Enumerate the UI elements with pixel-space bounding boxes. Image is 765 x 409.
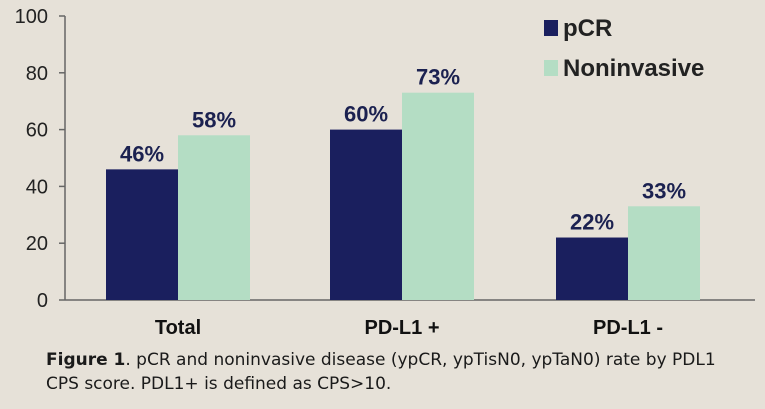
data-label: 46% xyxy=(120,141,164,166)
legend-label: pCR xyxy=(563,15,612,42)
legend-swatch xyxy=(544,20,558,36)
bar-noninvasive-0 xyxy=(178,135,250,300)
bar-noninvasive-2 xyxy=(628,206,700,300)
bar-chart: 0 20 40 60 80 100 46% 58% Total 60% 73% PD-L1 + 22%… xyxy=(15,6,755,339)
bar-noninvasive-1 xyxy=(402,92,474,301)
caption-label: Figure 1 xyxy=(46,350,126,370)
category-label: PD-L1 + xyxy=(364,317,439,339)
chart-legend: pCR Noninvasive xyxy=(544,15,704,82)
legend-label: Noninvasive xyxy=(563,55,704,82)
figure-caption: Figure 1. pCR and noninvasive disease (y… xyxy=(46,348,746,396)
y-tick-label: 60 xyxy=(26,120,48,142)
legend-swatch xyxy=(544,60,558,76)
data-label: 22% xyxy=(570,210,614,235)
chart-labels: 46% 58% Total 60% 73% PD-L1 + 22% 33% PD-L1 - xyxy=(120,65,686,339)
bar-pcr-2 xyxy=(556,237,628,300)
bar-pcr-1 xyxy=(330,129,402,300)
caption-text: . pCR and noninvasive disease (ypCR, ypT… xyxy=(46,350,716,394)
category-label: PD-L1 - xyxy=(593,317,663,339)
data-label: 58% xyxy=(192,107,236,132)
y-tick-label: 40 xyxy=(26,176,48,198)
data-label: 73% xyxy=(416,65,460,90)
y-tick-label: 100 xyxy=(15,6,48,28)
category-label: Total xyxy=(155,317,201,339)
bar-pcr-0 xyxy=(106,169,178,300)
y-tick-label: 80 xyxy=(26,63,48,85)
data-label: 33% xyxy=(642,178,686,203)
chart-bars xyxy=(106,92,700,301)
data-label: 60% xyxy=(344,102,388,127)
y-tick-label: 20 xyxy=(26,233,48,255)
y-tick-label: 0 xyxy=(37,290,48,312)
